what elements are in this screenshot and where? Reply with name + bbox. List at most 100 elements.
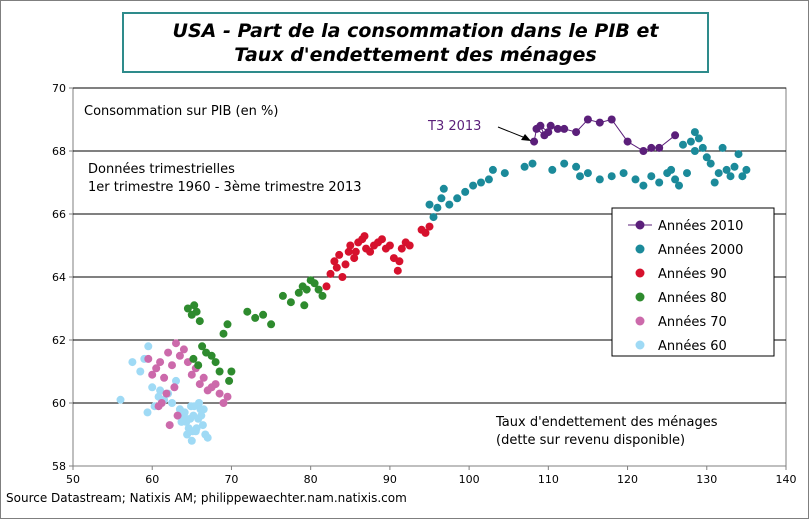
legend-marker-ann-es-70: [635, 316, 645, 326]
point-ann-es-2010: [607, 115, 616, 124]
point-ann-es-60: [143, 408, 152, 417]
point-ann-es-2000: [690, 128, 699, 137]
x-tick-label: 70: [224, 473, 238, 486]
legend-marker-ann-es-60: [635, 340, 645, 350]
point-ann-es-70: [162, 389, 171, 398]
x-tick-label: 90: [383, 473, 397, 486]
point-ann-es-70: [168, 361, 176, 370]
point-ann-es-70: [211, 380, 220, 389]
point-ann-es-70: [160, 373, 169, 382]
y-tick-label: 64: [52, 271, 66, 284]
point-ann-es-90: [421, 228, 430, 237]
point-ann-es-2000: [425, 200, 434, 209]
legend-marker-ann-es-2000: [635, 244, 645, 254]
point-ann-es-2010: [639, 147, 648, 155]
point-ann-es-2000: [469, 181, 478, 190]
note-line-1: Données trimestrielles: [88, 162, 235, 177]
point-ann-es-2000: [706, 159, 715, 168]
point-ann-es-90: [335, 250, 344, 259]
point-ann-es-90: [346, 241, 355, 250]
point-ann-es-2000: [576, 172, 584, 181]
point-ann-es-2000: [477, 178, 485, 187]
point-ann-es-60: [177, 417, 186, 426]
y-tick-label: 60: [52, 397, 66, 410]
point-ann-es-80: [198, 342, 207, 351]
point-ann-es-2000: [461, 187, 470, 196]
point-ann-es-2000: [500, 169, 509, 178]
point-ann-es-70: [154, 402, 163, 411]
point-ann-es-70: [164, 348, 173, 357]
point-ann-es-70: [144, 354, 153, 363]
point-ann-es-90: [425, 222, 434, 231]
point-ann-es-70: [156, 358, 165, 367]
point-ann-es-2000: [683, 169, 691, 178]
point-ann-es-2000: [710, 178, 719, 187]
legend-label-ann-es-90: Années 90: [658, 267, 727, 282]
point-ann-es-60: [136, 367, 145, 376]
x-tick-label: 140: [776, 473, 797, 486]
legend-label-ann-es-70: Années 70: [658, 315, 727, 330]
point-ann-es-2000: [439, 184, 448, 193]
legend-marker-ann-es-80: [635, 292, 645, 302]
x-tick-label: 120: [617, 473, 638, 486]
point-ann-es-80: [300, 301, 309, 310]
point-ann-es-2000: [702, 153, 711, 162]
y-tick-label: 66: [52, 208, 66, 221]
point-ann-es-60: [197, 411, 206, 420]
point-ann-es-2000: [548, 165, 557, 174]
point-ann-es-80: [227, 367, 236, 376]
point-ann-es-90: [350, 254, 359, 263]
point-ann-es-2010: [553, 124, 562, 133]
x-tick-label: 50: [66, 473, 80, 486]
point-ann-es-70: [175, 351, 184, 360]
point-ann-es-2000: [690, 147, 699, 155]
point-ann-es-2010: [595, 118, 604, 127]
point-ann-es-2000: [655, 178, 664, 187]
point-ann-es-90: [385, 241, 394, 250]
point-ann-es-2000: [595, 175, 604, 184]
point-ann-es-90: [338, 273, 347, 281]
point-ann-es-70: [179, 345, 188, 354]
point-ann-es-80: [207, 351, 216, 360]
point-ann-es-2000: [730, 162, 739, 171]
point-ann-es-70: [170, 383, 179, 392]
point-ann-es-90: [360, 232, 369, 241]
x-axis-label-line-1: Taux d'endettement des ménages: [495, 415, 718, 430]
point-ann-es-2000: [718, 143, 727, 152]
point-ann-es-2000: [631, 175, 640, 184]
point-ann-es-2010: [623, 137, 632, 146]
point-ann-es-60: [144, 342, 153, 351]
legend-label-ann-es-2000: Années 2000: [658, 243, 743, 258]
legend-label-ann-es-80: Années 80: [658, 291, 727, 306]
point-ann-es-70: [223, 392, 232, 401]
point-ann-es-2000: [433, 203, 442, 212]
point-ann-es-60: [180, 408, 189, 417]
point-ann-es-60: [116, 395, 125, 404]
point-ann-es-2010: [671, 131, 680, 140]
point-ann-es-60: [128, 358, 137, 367]
chart-title-box: USA - Part de la consommation dans le PI…: [122, 12, 709, 73]
point-ann-es-2000: [722, 165, 731, 174]
point-ann-es-2010: [572, 128, 581, 137]
point-ann-es-90: [405, 241, 414, 250]
point-ann-es-80: [294, 288, 303, 297]
point-ann-es-60: [203, 433, 212, 442]
point-ann-es-60: [187, 436, 196, 445]
point-ann-es-80: [302, 285, 311, 294]
point-ann-es-70: [172, 339, 180, 348]
y-tick-label: 58: [52, 460, 66, 473]
point-ann-es-80: [310, 279, 319, 288]
point-ann-es-2000: [572, 162, 581, 171]
x-tick-label: 80: [304, 473, 318, 486]
chart-title-line-1: USA - Part de la consommation dans le PI…: [172, 20, 659, 42]
point-ann-es-2010: [583, 115, 592, 124]
point-ann-es-90: [341, 260, 350, 269]
point-ann-es-2000: [453, 194, 462, 203]
point-ann-es-2010: [655, 143, 664, 152]
point-ann-es-90: [332, 263, 341, 272]
note-line-2: 1er trimestre 1960 - 3ème trimestre 2013: [88, 180, 361, 195]
point-ann-es-2000: [679, 140, 687, 149]
point-ann-es-70: [215, 389, 224, 398]
point-ann-es-80: [278, 291, 287, 300]
